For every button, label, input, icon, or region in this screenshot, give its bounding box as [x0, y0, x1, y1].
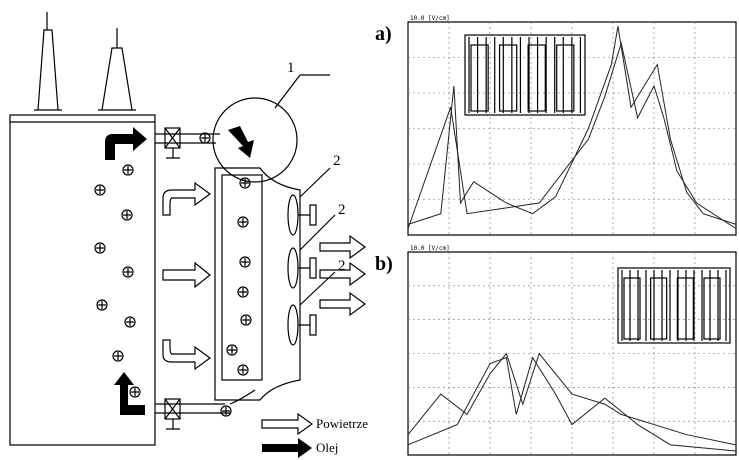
inset-bar: [623, 277, 641, 340]
label-radiator: 1: [287, 60, 295, 76]
oil-arrows: [105, 127, 312, 458]
air-arrows: [162, 181, 367, 436]
particle: [124, 316, 136, 328]
particle-cross: [201, 134, 209, 142]
label-fan: 2: [338, 258, 346, 274]
trace: [407, 356, 737, 452]
oil-arrow: [228, 126, 254, 158]
radiator-core: [221, 174, 263, 381]
particle: [122, 266, 134, 278]
inset: [464, 34, 586, 116]
inset-bar: [556, 44, 575, 112]
particle: [121, 209, 133, 221]
inset-bar: [498, 44, 518, 112]
particle: [122, 164, 134, 176]
particle: [199, 132, 211, 144]
panel-label: b): [375, 253, 393, 275]
label-fan: 2: [338, 202, 346, 218]
pump: [212, 97, 298, 183]
particle-cross: [241, 179, 249, 187]
bushing: [34, 12, 62, 111]
particle: [239, 177, 251, 189]
tank: [9, 114, 156, 446]
inset-bar: [527, 44, 546, 112]
transformer: [9, 12, 367, 458]
particle: [220, 405, 232, 417]
label-fan: 2: [333, 153, 341, 169]
trace: [407, 41, 737, 230]
particle-cross: [96, 244, 104, 252]
particle-cross: [98, 301, 106, 309]
particle-cross: [239, 366, 247, 374]
panel-scale: 10.0 [V/cm]: [410, 245, 450, 252]
particle-cross: [242, 316, 250, 324]
particle: [129, 386, 141, 398]
particle-cross: [114, 352, 122, 360]
inset-bar: [650, 277, 668, 340]
particle: [96, 299, 108, 311]
particle: [240, 314, 252, 326]
particle-cross: [96, 186, 104, 194]
particle-cross: [124, 268, 132, 276]
legend-label: Olej: [316, 440, 338, 455]
oil-particles: [94, 132, 252, 417]
inset-bar: [470, 44, 489, 112]
valve-mark: [164, 398, 181, 430]
radiator: [214, 167, 301, 401]
particle: [237, 216, 249, 228]
fans: [287, 167, 336, 346]
particle-cross: [131, 388, 139, 396]
particle-cross: [123, 211, 131, 219]
particle: [94, 242, 106, 254]
inset-bar: [676, 277, 694, 340]
particle-cross: [239, 218, 247, 226]
particle-cross: [126, 318, 134, 326]
particle: [237, 364, 249, 376]
bushing: [98, 28, 136, 111]
particle-cross: [241, 258, 249, 266]
inset-bar: [703, 277, 721, 340]
particle-cross: [124, 166, 132, 174]
trace: [407, 352, 737, 446]
particle: [112, 350, 124, 362]
leader-line: [274, 74, 301, 109]
particle: [239, 256, 251, 268]
legend-label: Powietrze: [316, 416, 368, 431]
particle-cross: [239, 288, 247, 296]
trace: [407, 26, 737, 225]
pipe: [155, 133, 230, 414]
particle: [226, 344, 238, 356]
panel-label: a): [375, 23, 392, 45]
panel-scale: 10.0 [V/cm]: [410, 15, 450, 22]
particle: [237, 286, 249, 298]
inset: [617, 267, 731, 344]
pipe: [229, 389, 256, 405]
particle-cross: [228, 346, 236, 354]
plots: [407, 21, 737, 456]
particle-cross: [222, 407, 230, 415]
valve-mark: [164, 127, 181, 159]
particle: [94, 184, 106, 196]
